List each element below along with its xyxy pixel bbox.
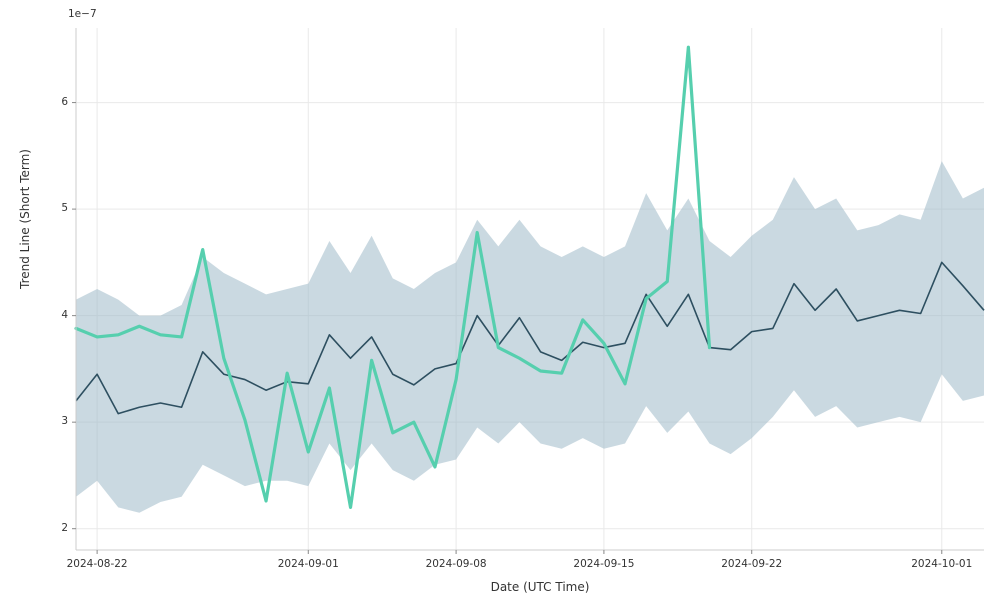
x-tick-label: 2024-10-01 [904, 558, 980, 570]
y-exponent-label: 1e−7 [68, 8, 97, 20]
y-tick-label: 4 [61, 309, 68, 321]
confidence-band [76, 161, 984, 513]
plot-area [76, 28, 984, 550]
x-tick-label: 2024-08-22 [59, 558, 135, 570]
y-tick-label: 5 [61, 202, 68, 214]
x-tick-label: 2024-09-15 [566, 558, 642, 570]
y-tick-label: 2 [61, 522, 68, 534]
chart-container: 2 3 4 5 6 2024-08-22 2024-09-01 2024-09-08 2024… [0, 0, 1000, 600]
y-tick-label: 6 [61, 96, 68, 108]
y-axis-label: Trend Line (Short Term) [18, 149, 32, 289]
y-tick-label: 3 [61, 415, 68, 427]
x-tick-label: 2024-09-08 [418, 558, 494, 570]
plot-svg [76, 28, 984, 550]
x-tick-label: 2024-09-22 [714, 558, 790, 570]
x-axis-label: Date (UTC Time) [470, 580, 610, 594]
x-tick-label: 2024-09-01 [270, 558, 346, 570]
